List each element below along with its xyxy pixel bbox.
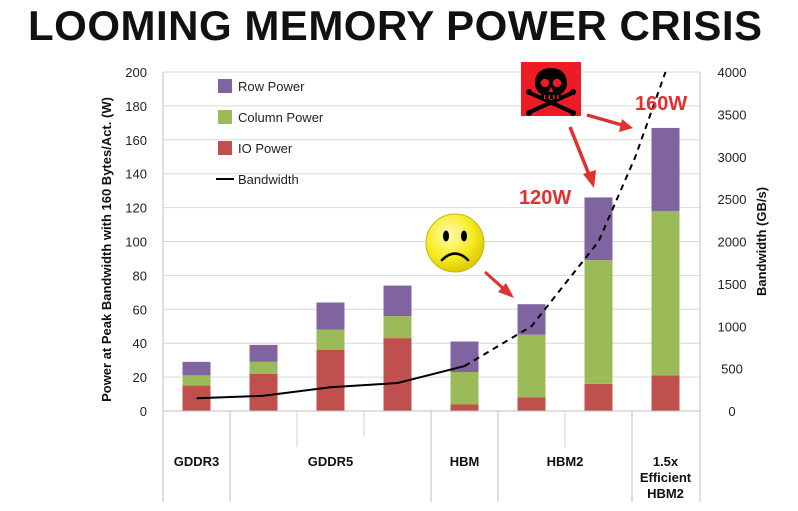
bar-column-power xyxy=(383,316,412,339)
annotation-160w: 160W xyxy=(635,93,687,115)
y2-tick-label: 1000 xyxy=(718,319,747,334)
bar-row-power xyxy=(383,285,412,317)
bar-row-power xyxy=(584,197,613,261)
group-label: Efficient xyxy=(640,470,692,485)
legend-swatch xyxy=(218,79,232,93)
group-label: GDDR5 xyxy=(308,454,354,469)
page-title: LOOMING MEMORY POWER CRISIS xyxy=(28,2,763,49)
annotation-arrows xyxy=(483,113,633,298)
bar-io-power xyxy=(651,375,680,411)
group-label: HBM2 xyxy=(647,486,684,501)
tick-labels: 0204060801001201401601802000500100015002… xyxy=(99,65,769,501)
y-tick-label: 40 xyxy=(133,336,147,351)
y-tick-label: 20 xyxy=(133,370,147,385)
bar-column-power xyxy=(584,260,613,384)
y-tick-label: 200 xyxy=(125,65,147,80)
bandwidth-line-dashed xyxy=(463,71,667,367)
bar-io-power xyxy=(517,397,546,411)
bar-io-power xyxy=(383,338,412,411)
bandwidth-line xyxy=(196,71,667,400)
annotation-120w: 120W xyxy=(519,187,571,209)
sad-face-icon xyxy=(425,213,485,273)
arrow-to-hbm2-b xyxy=(568,126,596,188)
legend-label: IO Power xyxy=(238,141,293,156)
y-tick-label: 120 xyxy=(125,201,147,216)
y2-tick-label: 2500 xyxy=(718,192,747,207)
y2-tick-label: 0 xyxy=(728,404,735,419)
bar-column-power xyxy=(450,372,479,405)
bar-column-power xyxy=(249,361,278,374)
bar-io-power xyxy=(584,383,613,411)
bar-io-power xyxy=(450,404,479,411)
group-label: HBM xyxy=(450,454,480,469)
y-tick-label: 100 xyxy=(125,235,147,250)
bar-io-power xyxy=(249,373,278,411)
legend-label: Row Power xyxy=(238,79,305,94)
group-label: HBM2 xyxy=(547,454,584,469)
bar-column-power xyxy=(316,329,345,350)
y2-tick-label: 2000 xyxy=(718,235,747,250)
legend: Row Power Column Power IO Power Bandwidth xyxy=(216,79,324,187)
group-label: 1.5x xyxy=(653,454,679,469)
y-tick-label: 140 xyxy=(125,167,147,182)
group-label: GDDR3 xyxy=(174,454,220,469)
y-tick-label: 60 xyxy=(133,302,147,317)
legend-swatch xyxy=(218,110,232,124)
legend-label: Column Power xyxy=(238,110,324,125)
y2-axis-title: Bandwidth (GB/s) xyxy=(754,187,769,296)
bar-row-power xyxy=(517,304,546,335)
bar-row-power xyxy=(450,341,479,373)
y2-tick-label: 500 xyxy=(721,362,743,377)
legend-swatch xyxy=(218,141,232,155)
bars xyxy=(182,127,680,411)
bar-column-power xyxy=(651,210,680,376)
bandwidth-line-solid xyxy=(196,365,465,400)
y2-tick-label: 3500 xyxy=(718,107,747,122)
bar-column-power xyxy=(517,334,546,398)
bar-row-power xyxy=(651,127,680,211)
y-tick-label: 0 xyxy=(140,404,147,419)
arrow-to-hbm2-a xyxy=(483,270,514,298)
bar-row-power xyxy=(316,302,345,330)
y-tick-label: 80 xyxy=(133,268,147,283)
y-tick-label: 160 xyxy=(125,133,147,148)
skull-crossbones-icon xyxy=(521,62,581,116)
y-axis-title: Power at Peak Bandwidth with 160 Bytes/A… xyxy=(99,97,114,402)
arrow-to-efficient-hbm2 xyxy=(586,113,633,132)
y-tick-label: 180 xyxy=(125,99,147,114)
legend-label: Bandwidth xyxy=(238,172,299,187)
grid xyxy=(163,71,700,378)
bar-row-power xyxy=(182,361,211,376)
bar-io-power xyxy=(316,349,345,411)
axes xyxy=(162,72,701,502)
y2-tick-label: 4000 xyxy=(718,65,747,80)
y2-tick-label: 3000 xyxy=(718,150,747,165)
bar-column-power xyxy=(182,375,211,386)
bar-row-power xyxy=(249,344,278,362)
y2-tick-label: 1500 xyxy=(718,277,747,292)
